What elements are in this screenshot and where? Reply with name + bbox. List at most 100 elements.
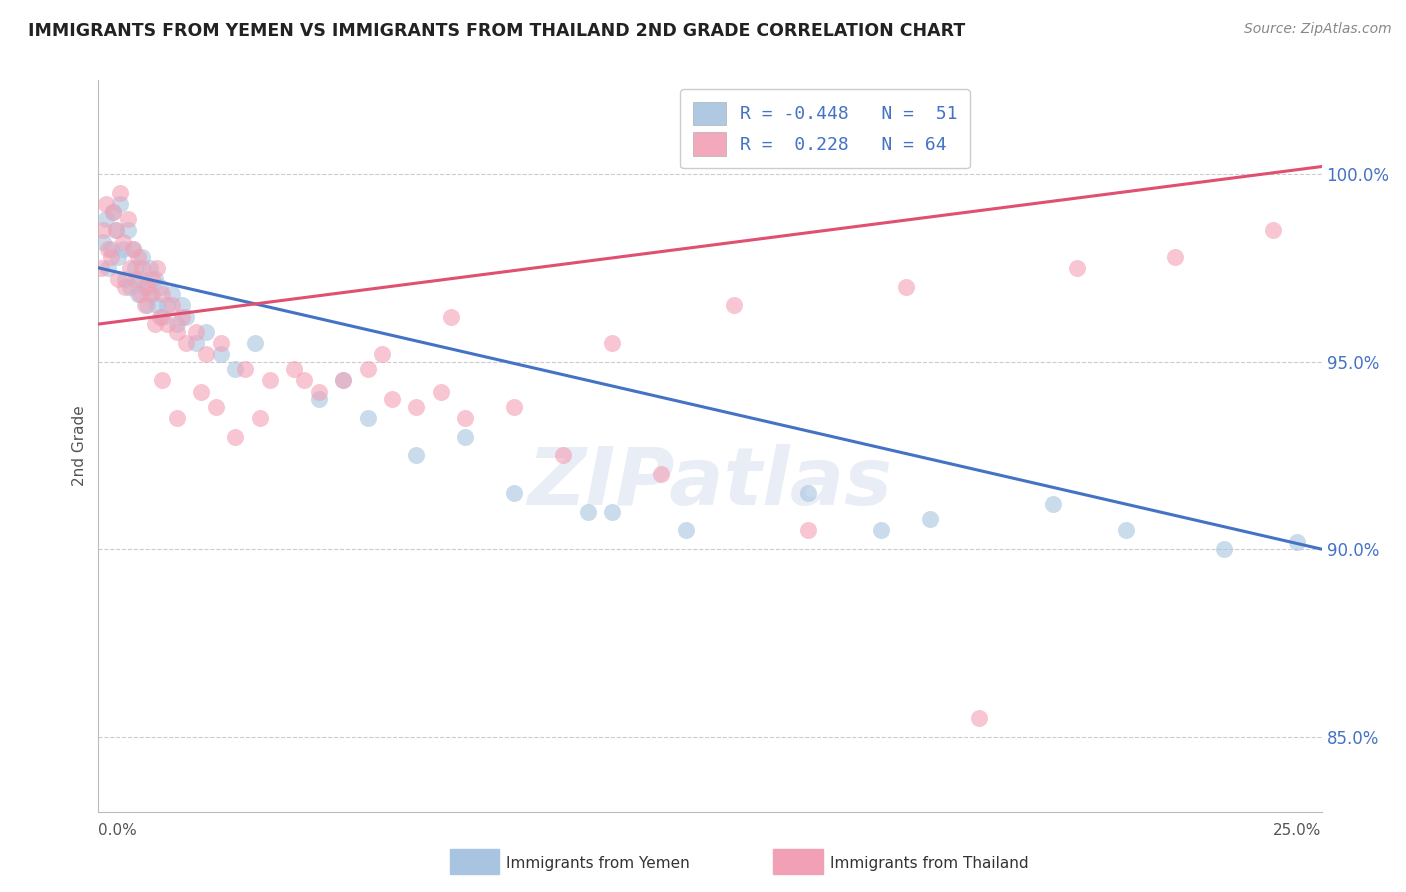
Point	[650, 467, 672, 482]
Point	[90, 260, 112, 275]
Point	[233, 362, 256, 376]
Point	[146, 260, 169, 275]
Point	[723, 298, 745, 312]
Point	[94, 212, 117, 227]
Point	[150, 373, 173, 387]
Point	[176, 335, 198, 350]
Point	[104, 223, 127, 237]
Point	[308, 384, 330, 399]
Point	[224, 429, 246, 443]
Point	[503, 400, 526, 414]
Point	[870, 524, 893, 538]
Point	[1212, 542, 1234, 557]
Point	[176, 310, 198, 324]
Point	[332, 373, 354, 387]
Point	[797, 486, 820, 500]
Point	[166, 325, 188, 339]
Point	[139, 287, 162, 301]
Point	[107, 272, 129, 286]
Point	[283, 362, 305, 376]
Point	[553, 449, 575, 463]
Point	[120, 260, 142, 275]
Point	[110, 197, 132, 211]
Point	[129, 287, 152, 301]
Point	[454, 429, 477, 443]
Point	[107, 250, 129, 264]
Point	[920, 512, 942, 526]
Point	[150, 310, 173, 324]
Point	[143, 272, 166, 286]
Point	[166, 317, 188, 331]
Point	[149, 310, 172, 324]
Point	[114, 279, 136, 293]
Text: Immigrants from Yemen: Immigrants from Yemen	[506, 856, 690, 871]
Point	[292, 373, 315, 387]
Point	[117, 223, 139, 237]
Point	[1164, 250, 1187, 264]
Point	[156, 317, 179, 331]
Point	[600, 505, 623, 519]
Point	[91, 235, 114, 249]
Point	[249, 410, 271, 425]
Point	[100, 250, 122, 264]
Point	[967, 711, 990, 725]
Point	[503, 486, 526, 500]
Point	[259, 373, 281, 387]
Point	[110, 186, 132, 200]
Point	[675, 524, 697, 538]
Point	[160, 298, 183, 312]
Point	[195, 347, 218, 361]
Text: Source: ZipAtlas.com: Source: ZipAtlas.com	[1244, 22, 1392, 37]
Point	[111, 242, 134, 256]
Point	[1261, 223, 1284, 237]
Point	[101, 204, 124, 219]
Text: 0.0%: 0.0%	[98, 823, 138, 838]
Point	[120, 279, 142, 293]
Point	[121, 242, 143, 256]
Point	[141, 272, 163, 286]
Point	[894, 279, 917, 293]
Point	[405, 449, 427, 463]
Point	[111, 235, 134, 249]
Point	[160, 287, 183, 301]
Point	[100, 242, 122, 256]
Point	[332, 373, 354, 387]
Point	[91, 223, 114, 237]
Point	[190, 384, 212, 399]
Point	[186, 335, 208, 350]
Text: 25.0%: 25.0%	[1274, 823, 1322, 838]
Point	[136, 279, 159, 293]
Text: ZIPatlas: ZIPatlas	[527, 443, 893, 522]
Point	[114, 272, 136, 286]
Point	[170, 298, 193, 312]
Point	[94, 197, 117, 211]
Point	[131, 260, 153, 275]
Point	[166, 410, 188, 425]
Point	[224, 362, 246, 376]
Legend: R = -0.448   N =  51, R =  0.228   N = 64: R = -0.448 N = 51, R = 0.228 N = 64	[681, 89, 970, 169]
Point	[209, 335, 232, 350]
Point	[131, 250, 153, 264]
Point	[150, 287, 173, 301]
Point	[97, 260, 120, 275]
Point	[129, 272, 152, 286]
Point	[381, 392, 404, 406]
Y-axis label: 2nd Grade: 2nd Grade	[72, 406, 87, 486]
Point	[149, 279, 172, 293]
Point	[356, 410, 378, 425]
Point	[136, 298, 159, 312]
Text: IMMIGRANTS FROM YEMEN VS IMMIGRANTS FROM THAILAND 2ND GRADE CORRELATION CHART: IMMIGRANTS FROM YEMEN VS IMMIGRANTS FROM…	[28, 22, 966, 40]
Point	[127, 287, 149, 301]
Point	[141, 287, 163, 301]
Point	[576, 505, 599, 519]
Point	[127, 250, 149, 264]
Point	[143, 317, 166, 331]
Point	[440, 310, 463, 324]
Point	[134, 279, 156, 293]
Point	[134, 298, 156, 312]
Point	[117, 212, 139, 227]
Point	[170, 310, 193, 324]
Point	[1066, 260, 1088, 275]
Point	[121, 242, 143, 256]
Point	[139, 260, 162, 275]
